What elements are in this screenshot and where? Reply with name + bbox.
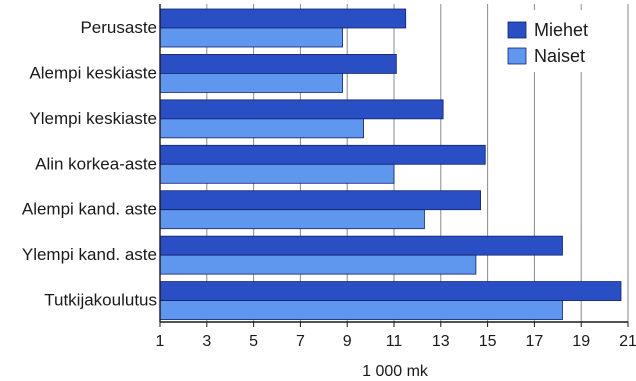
x-tick-label: 1 <box>156 333 165 350</box>
bar-naiset-5 <box>159 209 425 230</box>
axes <box>159 4 629 327</box>
category-label: Ylempi keskiaste <box>29 109 157 128</box>
x-tick-labels: 1 3 5 7 9 11 13 15 17 19 21 <box>156 333 636 350</box>
bars <box>159 8 622 320</box>
bar-miehet-6 <box>159 235 563 256</box>
bar-miehet-2 <box>159 54 397 74</box>
x-tick-label: 9 <box>343 333 352 350</box>
x-tick-label: 11 <box>386 333 403 350</box>
category-label: Perusaste <box>80 18 157 37</box>
legend-label-naiset: Naiset <box>534 46 585 66</box>
bar-naiset-6 <box>159 254 477 275</box>
legend: Miehet Naiset <box>490 10 626 72</box>
legend-swatch-miehet <box>507 21 527 39</box>
bar-naiset-2 <box>159 73 343 93</box>
bar-naiset-7 <box>159 300 563 320</box>
x-tick-label: 13 <box>432 333 450 350</box>
x-axis-title: 1 000 mk <box>362 363 429 380</box>
x-tick-label: 5 <box>249 333 258 350</box>
x-tick-label: 21 <box>619 333 636 350</box>
category-label: Alempi kand. aste <box>22 200 157 219</box>
x-tick-label: 15 <box>479 333 497 350</box>
x-tick-label: 7 <box>296 333 305 350</box>
category-label: Alin korkea-aste <box>35 154 157 173</box>
bar-miehet-4 <box>159 144 486 165</box>
category-labels: Perusaste Alempi keskiaste Ylempi keskiast… <box>22 18 157 310</box>
bar-naiset-1 <box>159 27 343 48</box>
bar-miehet-7 <box>159 281 622 301</box>
x-tick-label: 17 <box>526 333 544 350</box>
category-label: Ylempi kand. aste <box>22 245 157 264</box>
bar-miehet-1 <box>159 8 407 29</box>
legend-swatch-naiset <box>507 47 527 65</box>
x-tick-label: 3 <box>202 333 211 350</box>
bar-naiset-3 <box>159 118 364 139</box>
category-label: Alempi keskiaste <box>29 63 157 82</box>
bar-miehet-5 <box>159 190 481 211</box>
category-label: Tutkijakoulutus <box>44 291 157 310</box>
x-tick-label: 19 <box>572 333 590 350</box>
bar-naiset-4 <box>159 163 395 184</box>
bar-miehet-3 <box>159 99 444 120</box>
legend-label-miehet: Miehet <box>534 20 588 40</box>
